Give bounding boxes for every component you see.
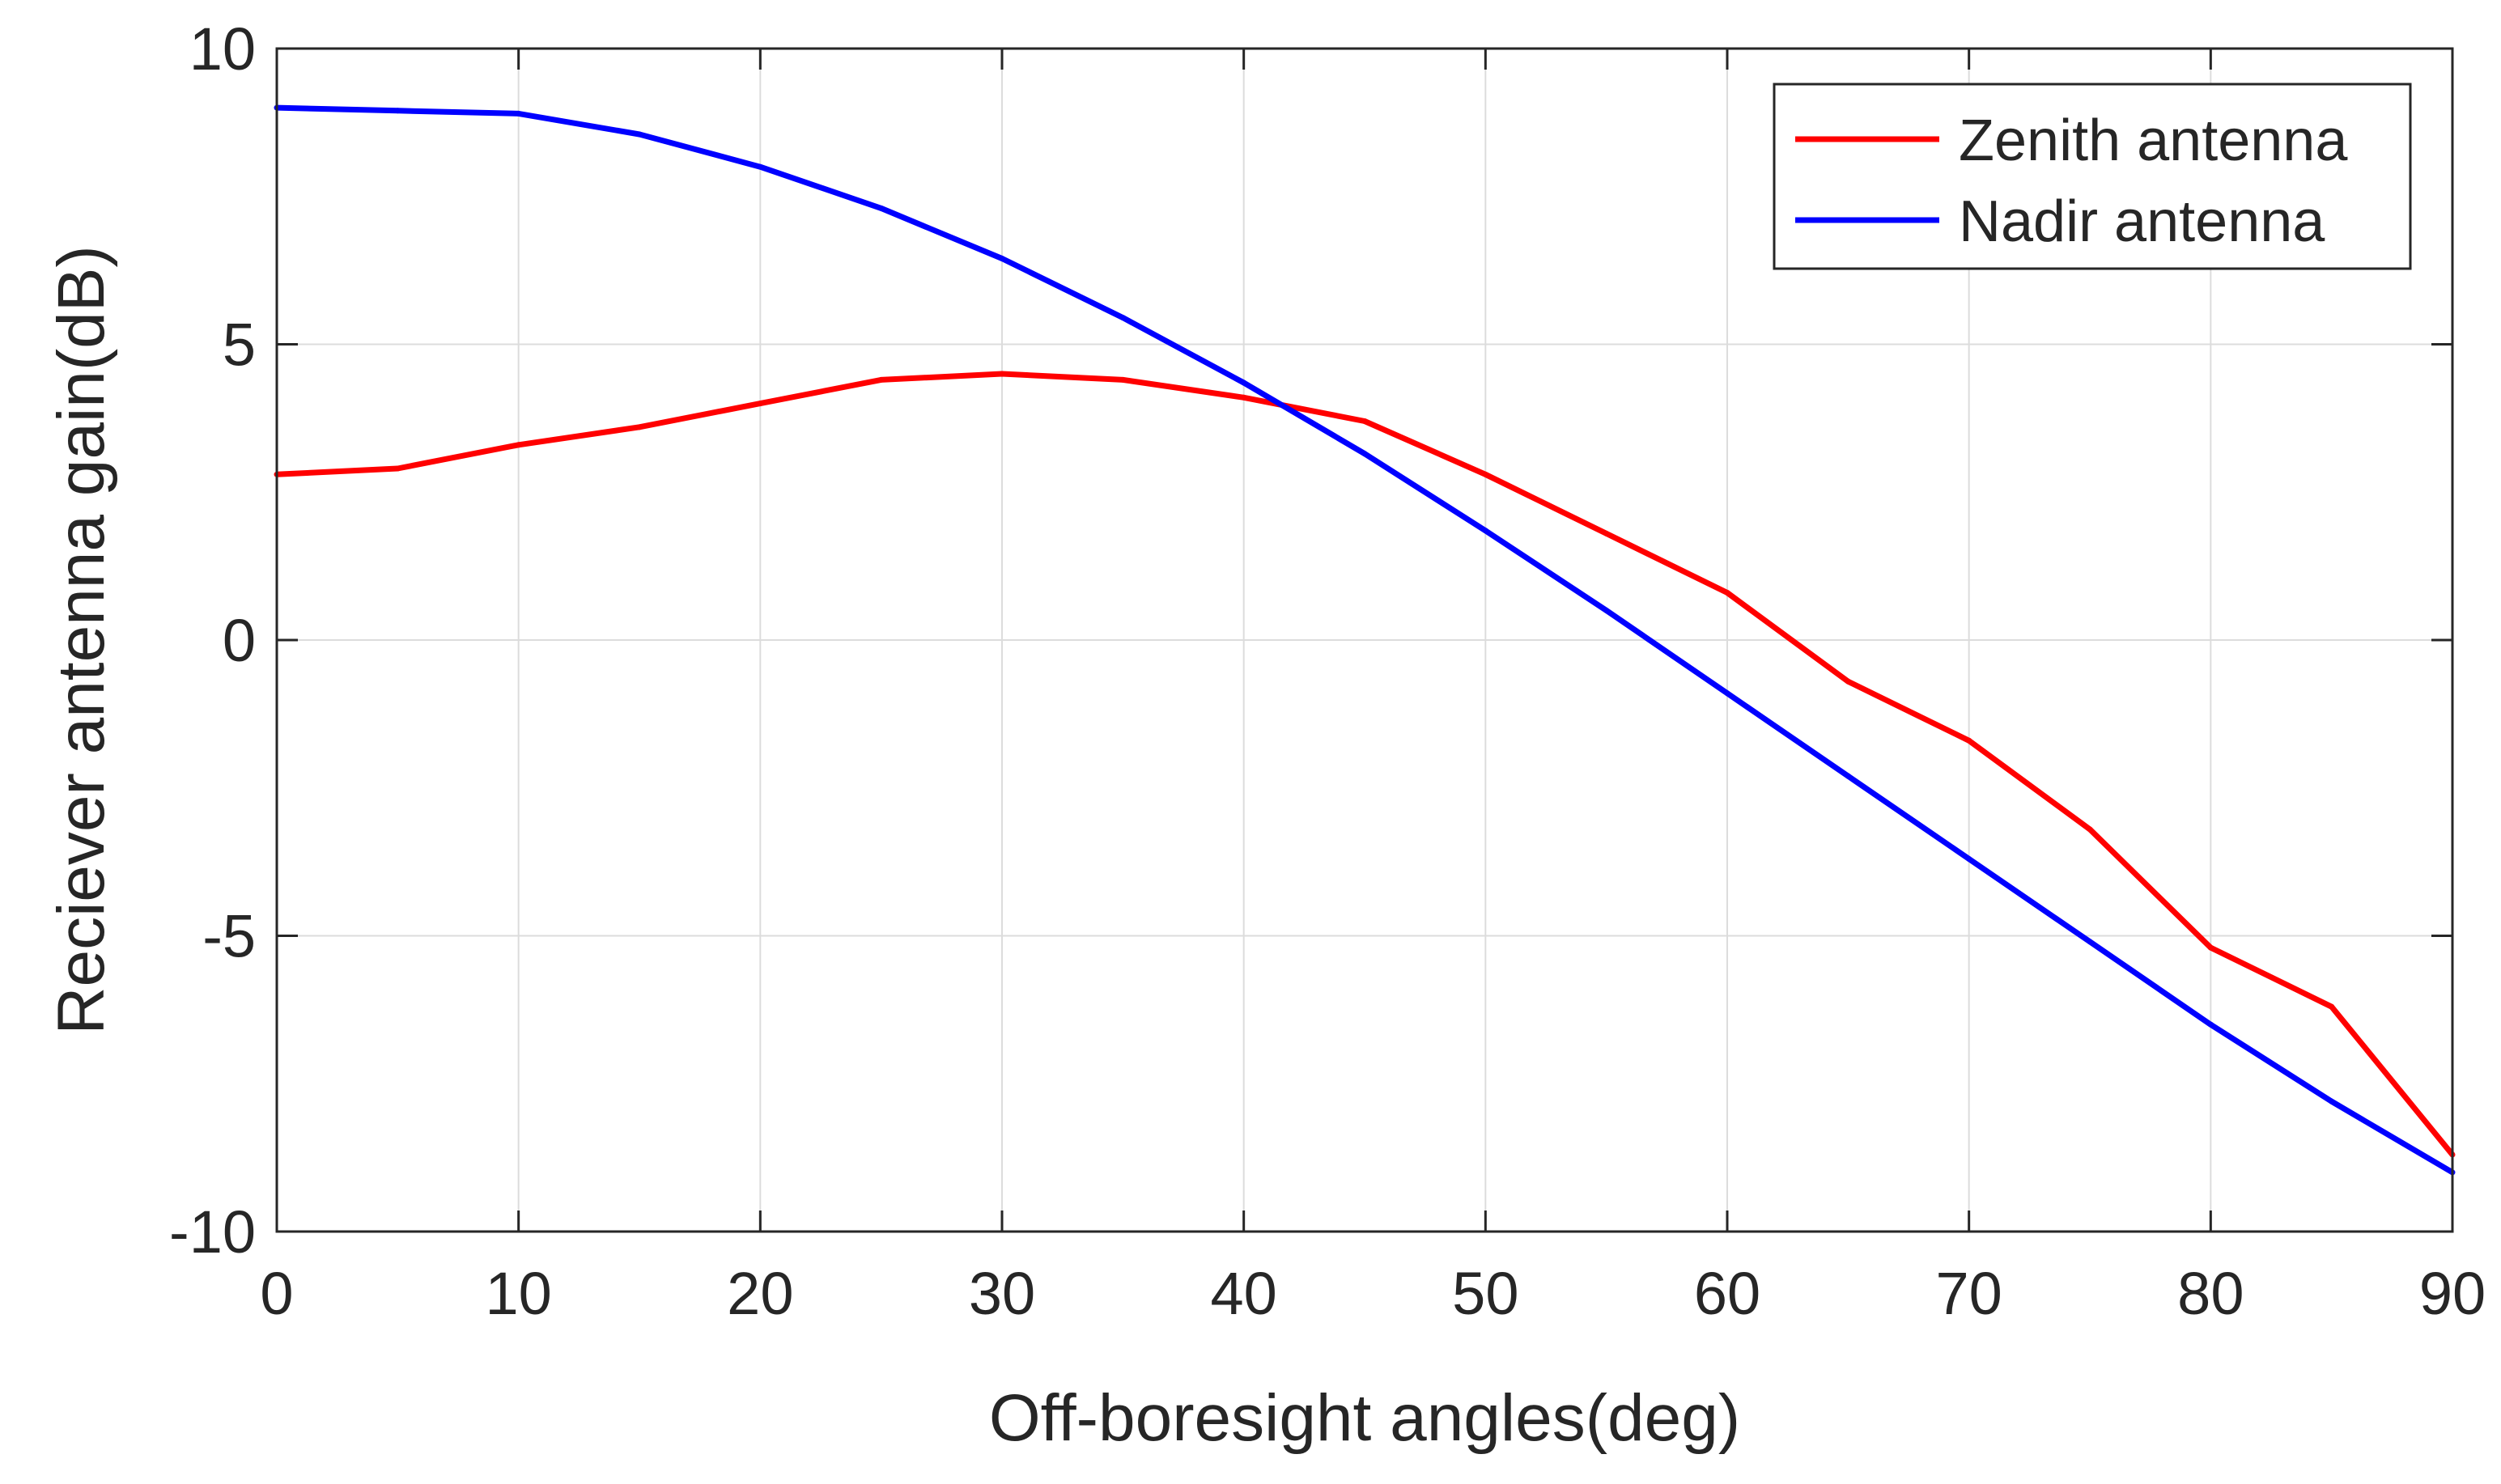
data-point-nadir-antenna: [1603, 607, 1610, 613]
ticks: [275, 47, 2454, 1233]
y-tick-label: -5: [202, 903, 256, 970]
data-point-nadir-antenna: [516, 110, 522, 117]
data-point-zenith-antenna: [757, 401, 763, 407]
x-tick-label: 40: [1211, 1260, 1277, 1327]
legend: Zenith antenna Nadir antenna: [1773, 83, 2412, 270]
data-point-zenith-antenna: [516, 442, 522, 448]
data-point-zenith-antenna: [394, 465, 401, 472]
data-point-zenith-antenna: [1241, 394, 1247, 401]
tick-labels: 0 10 20 30 40 50 60 70 80 90 -10 -5 0 5 10: [169, 15, 2486, 1327]
x-tick-label: 50: [1452, 1260, 1518, 1327]
data-point-zenith-antenna: [1845, 678, 1851, 685]
series-layer: [274, 104, 2456, 1176]
data-point-nadir-antenna: [1241, 379, 1247, 386]
data-point-zenith-antenna: [1724, 590, 1730, 596]
y-tick-label: 10: [189, 15, 256, 83]
x-tick-label: 90: [2419, 1260, 2486, 1327]
data-point-nadir-antenna: [999, 256, 1005, 262]
data-point-nadir-antenna: [1482, 528, 1488, 534]
x-tick-label: 0: [260, 1260, 293, 1327]
legend-label-nadir-antenna: Nadir antenna: [1959, 189, 2325, 254]
data-point-nadir-antenna: [2329, 1098, 2335, 1105]
data-point-nadir-antenna: [636, 131, 643, 138]
data-point-zenith-antenna: [1603, 530, 1610, 536]
data-point-nadir-antenna: [757, 163, 763, 170]
x-tick-label: 20: [727, 1260, 793, 1327]
data-point-zenith-antenna: [1119, 376, 1126, 383]
data-point-zenith-antenna: [2087, 826, 2093, 833]
legend-label-zenith-antenna: Zenith antenna: [1959, 108, 2348, 173]
x-tick-label: 60: [1694, 1260, 1760, 1327]
data-point-zenith-antenna: [999, 371, 1005, 377]
x-tick-label: 80: [2177, 1260, 2244, 1327]
legend-box: [1773, 83, 2412, 270]
x-tick-label: 10: [486, 1260, 552, 1327]
x-tick-label: 70: [1936, 1260, 2002, 1327]
data-point-zenith-antenna: [2207, 944, 2214, 951]
data-point-nadir-antenna: [1845, 773, 1851, 779]
data-point-nadir-antenna: [2087, 939, 2093, 945]
data-point-zenith-antenna: [1966, 737, 1972, 744]
data-point-zenith-antenna: [878, 376, 885, 383]
x-tick-label: 30: [969, 1260, 1035, 1327]
data-point-nadir-antenna: [1724, 690, 1730, 697]
data-point-zenith-antenna: [636, 424, 643, 430]
data-point-nadir-antenna: [394, 108, 401, 114]
y-tick-label: -10: [169, 1198, 256, 1266]
data-point-nadir-antenna: [878, 205, 885, 211]
data-point-nadir-antenna: [2207, 1021, 2214, 1028]
data-point-nadir-antenna: [1361, 451, 1368, 457]
y-tick-label: 0: [223, 607, 256, 674]
data-point-zenith-antenna: [1361, 418, 1368, 425]
x-axis-label: Off-boresight angles(deg): [989, 1381, 1740, 1455]
data-point-zenith-antenna: [1482, 471, 1488, 477]
data-point-nadir-antenna: [1966, 855, 1972, 862]
data-point-nadir-antenna: [1119, 315, 1126, 321]
y-axis-label: Reciever antenna gain(dB): [45, 245, 118, 1034]
y-tick-label: 5: [223, 312, 256, 379]
data-point-zenith-antenna: [2329, 1003, 2335, 1010]
